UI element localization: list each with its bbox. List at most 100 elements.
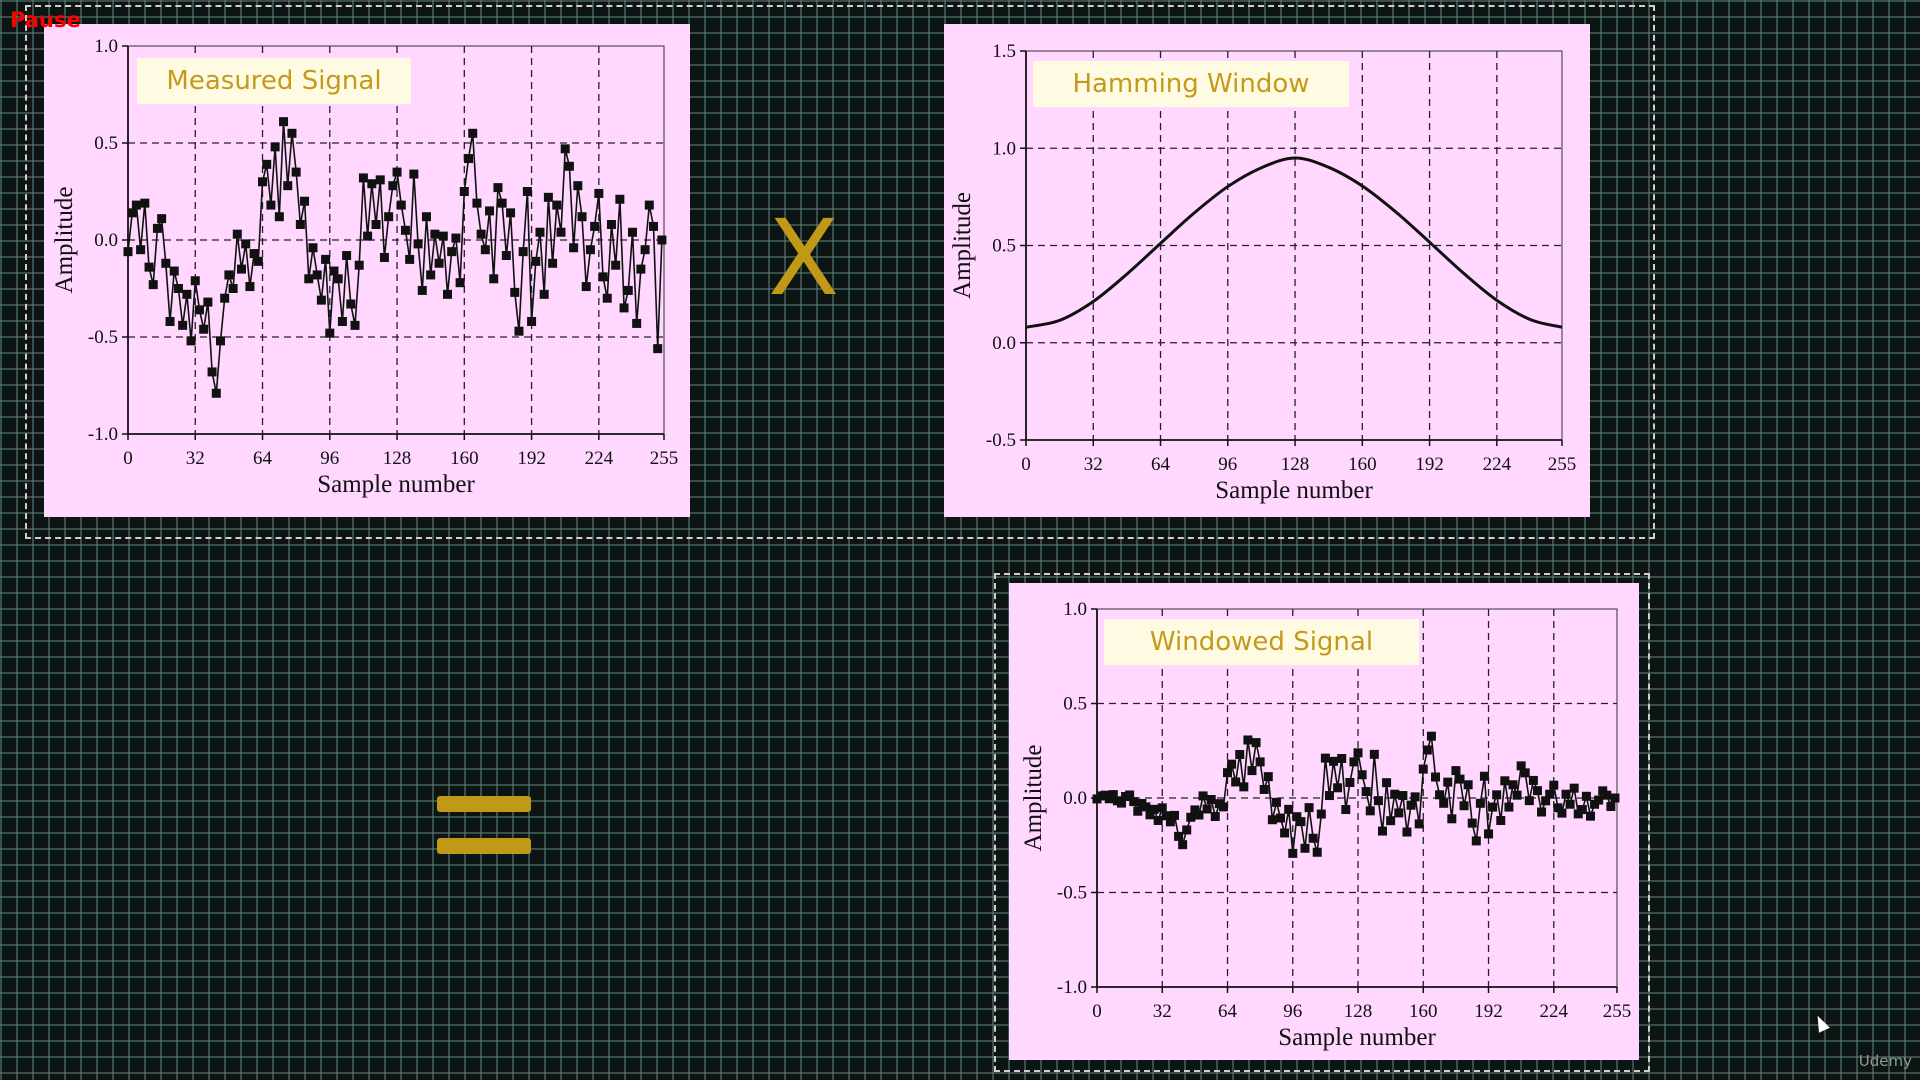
data-point [1557, 808, 1567, 818]
data-point [459, 187, 469, 196]
data-point [476, 229, 486, 239]
measured-signal-panel: 0 32 64 96 128 160 192 224 255 1.0 0.5 0.0 -0.5 -1.0 S… [44, 24, 690, 517]
data-point [1418, 764, 1428, 774]
data-point [1435, 790, 1445, 800]
data-point [1267, 815, 1277, 825]
data-point [173, 284, 183, 293]
data-point [266, 200, 276, 210]
x-tick-label: 0 [123, 448, 133, 469]
data-point [295, 219, 305, 229]
data-point [199, 324, 209, 334]
data-point [522, 187, 532, 196]
data-point [1116, 798, 1126, 808]
data-point [312, 270, 322, 280]
data-point [1426, 731, 1436, 741]
data-point [1288, 848, 1298, 858]
data-point [1373, 796, 1383, 806]
x-tick-label: 64 [1218, 1001, 1238, 1022]
x-tick-label: 224 [1540, 1001, 1569, 1022]
data-point [472, 198, 482, 208]
data-point [1125, 790, 1135, 800]
data-point [308, 243, 318, 253]
data-point [190, 276, 200, 286]
x-tick-label: 128 [1344, 1001, 1373, 1022]
data-point [237, 264, 247, 274]
data-point [262, 159, 272, 169]
data-point [1471, 836, 1481, 846]
data-point [1157, 803, 1167, 813]
data-point [1296, 817, 1306, 827]
data-point [304, 274, 314, 284]
data-point [535, 227, 545, 237]
data-point [283, 181, 293, 191]
data-point [1439, 798, 1449, 808]
data-point [493, 183, 503, 193]
data-point [1402, 827, 1412, 837]
data-point [316, 295, 326, 305]
data-point [405, 254, 415, 264]
x-tick-label: 64 [1151, 454, 1171, 475]
data-point [1484, 829, 1494, 839]
data-point [409, 169, 419, 179]
data-point [560, 144, 570, 154]
data-point [1406, 800, 1416, 810]
data-point [1537, 807, 1547, 817]
data-point [1602, 790, 1612, 800]
data-point [518, 247, 528, 257]
data-point [1390, 789, 1400, 799]
data-point [358, 173, 368, 183]
data-point [228, 284, 238, 293]
data-point [451, 233, 461, 243]
hamming-window-title: Hamming Window [1033, 61, 1349, 107]
data-point [1422, 745, 1432, 755]
data-point [1223, 768, 1233, 778]
x-tick-label: 128 [383, 448, 412, 469]
watermark-logo: Udemy [1858, 1052, 1912, 1070]
pause-indicator[interactable]: Pause [10, 8, 81, 32]
data-point [606, 219, 616, 229]
data-point [152, 223, 162, 233]
data-point [1585, 811, 1595, 821]
x-tick-label: 160 [450, 448, 479, 469]
data-point [1577, 805, 1587, 815]
x-tick-label: 192 [1415, 454, 1444, 475]
data-point [501, 251, 511, 261]
equals-bar-bottom [437, 838, 531, 854]
data-point [489, 274, 499, 284]
data-point [1606, 802, 1616, 812]
data-point [1169, 810, 1179, 820]
data-point [1496, 815, 1506, 825]
data-point [1492, 790, 1502, 800]
data-point [421, 212, 431, 222]
data-point [1243, 735, 1253, 745]
data-point [1206, 795, 1216, 805]
x-tick-label: 0 [1021, 454, 1031, 475]
data-point [1524, 796, 1534, 806]
data-point [1479, 771, 1489, 781]
data-point [1276, 813, 1286, 823]
data-point [1133, 806, 1143, 816]
data-point [1443, 777, 1453, 787]
data-point [514, 326, 524, 336]
data-point [657, 235, 667, 245]
x-tick-label: 160 [1348, 454, 1377, 475]
data-point [577, 212, 587, 222]
data-point [556, 227, 566, 237]
data-point [1488, 802, 1498, 812]
y-tick-label: 1.0 [1063, 599, 1087, 620]
data-point [485, 206, 495, 216]
y-tick-label: -1.0 [88, 424, 118, 445]
data-point [342, 251, 352, 261]
data-point [169, 266, 179, 276]
data-point [165, 316, 175, 326]
data-point [1218, 802, 1228, 812]
data-point [611, 260, 621, 270]
data-point [1320, 753, 1330, 763]
data-point [258, 177, 268, 187]
mouse-cursor-icon [1812, 1013, 1830, 1033]
data-point [1182, 825, 1192, 835]
data-point [1227, 759, 1237, 769]
data-point [1271, 797, 1281, 807]
data-point [1153, 815, 1163, 825]
data-point [194, 305, 204, 315]
